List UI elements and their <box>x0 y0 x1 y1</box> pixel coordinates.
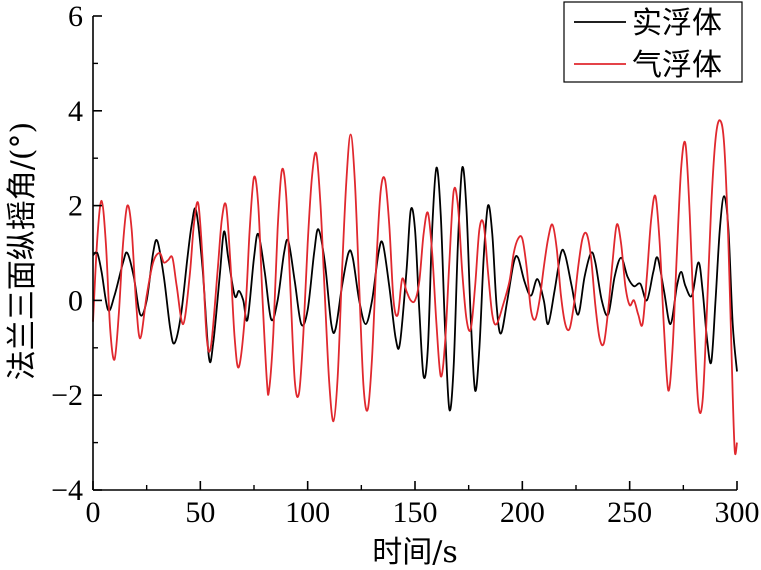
axes: 0 50 100 150 200 250 300 −4 −2 0 2 4 6 <box>51 0 759 529</box>
y-tick-label: 6 <box>68 0 83 33</box>
x-tick-label: 0 <box>86 496 101 529</box>
x-tick-label: 300 <box>715 496 760 529</box>
legend-label-series-1: 实浮体 <box>632 6 722 41</box>
x-tick-label: 100 <box>285 496 330 529</box>
series-line-2 <box>92 119 738 456</box>
x-tick-label: 50 <box>185 496 215 529</box>
y-tick-label: 0 <box>68 284 83 317</box>
y-tick-label: 2 <box>68 190 83 223</box>
series-layer <box>92 119 738 456</box>
x-tick-label: 250 <box>607 496 652 529</box>
y-tick-label: −4 <box>51 474 83 507</box>
legend: 实浮体 气浮体 <box>563 1 743 83</box>
y-tick-label: 4 <box>68 95 83 128</box>
legend-box <box>563 1 743 83</box>
x-axis-title: 时间/s <box>372 535 458 570</box>
series-line-1 <box>92 165 738 412</box>
legend-label-series-2: 气浮体 <box>632 48 722 83</box>
x-tick-label: 200 <box>500 496 545 529</box>
y-axis-title: 法兰三面纵摇角/(°) <box>5 122 40 381</box>
y-tick-label: −2 <box>51 379 83 412</box>
x-tick-label: 150 <box>393 496 438 529</box>
